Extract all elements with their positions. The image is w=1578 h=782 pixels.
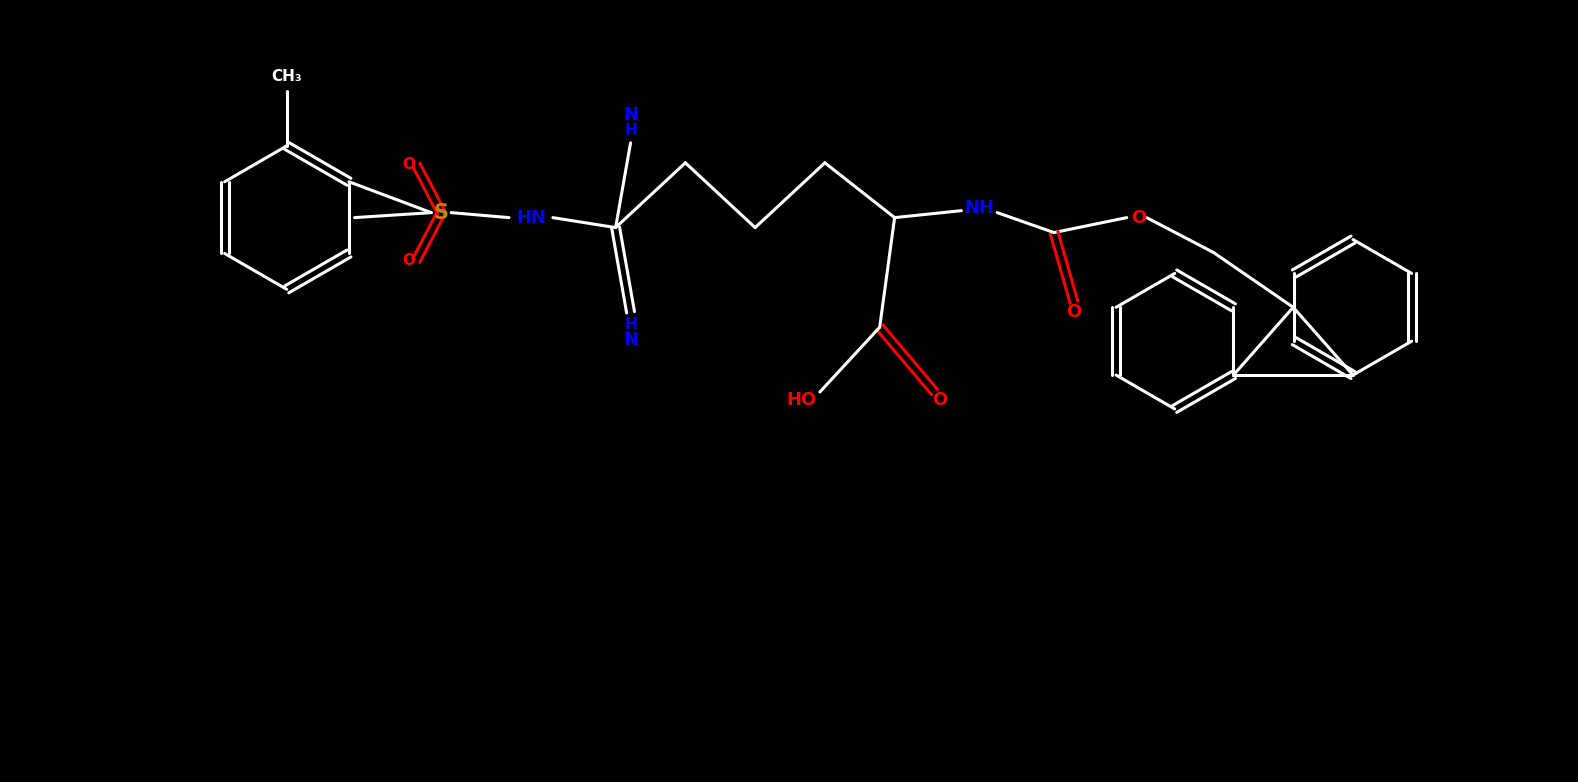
- Text: N: N: [623, 332, 638, 350]
- Text: N: N: [623, 106, 638, 124]
- Text: H: H: [625, 317, 638, 332]
- Text: NH: NH: [964, 199, 994, 217]
- Text: O: O: [933, 391, 947, 409]
- Text: HN: HN: [516, 209, 546, 227]
- Text: O: O: [1067, 303, 1081, 321]
- Text: HO: HO: [787, 391, 817, 409]
- Text: H: H: [625, 124, 638, 138]
- Text: O: O: [402, 157, 415, 172]
- Text: S: S: [434, 203, 448, 223]
- Text: O: O: [402, 253, 415, 268]
- Text: O: O: [1131, 209, 1146, 227]
- Text: CH₃: CH₃: [271, 69, 301, 84]
